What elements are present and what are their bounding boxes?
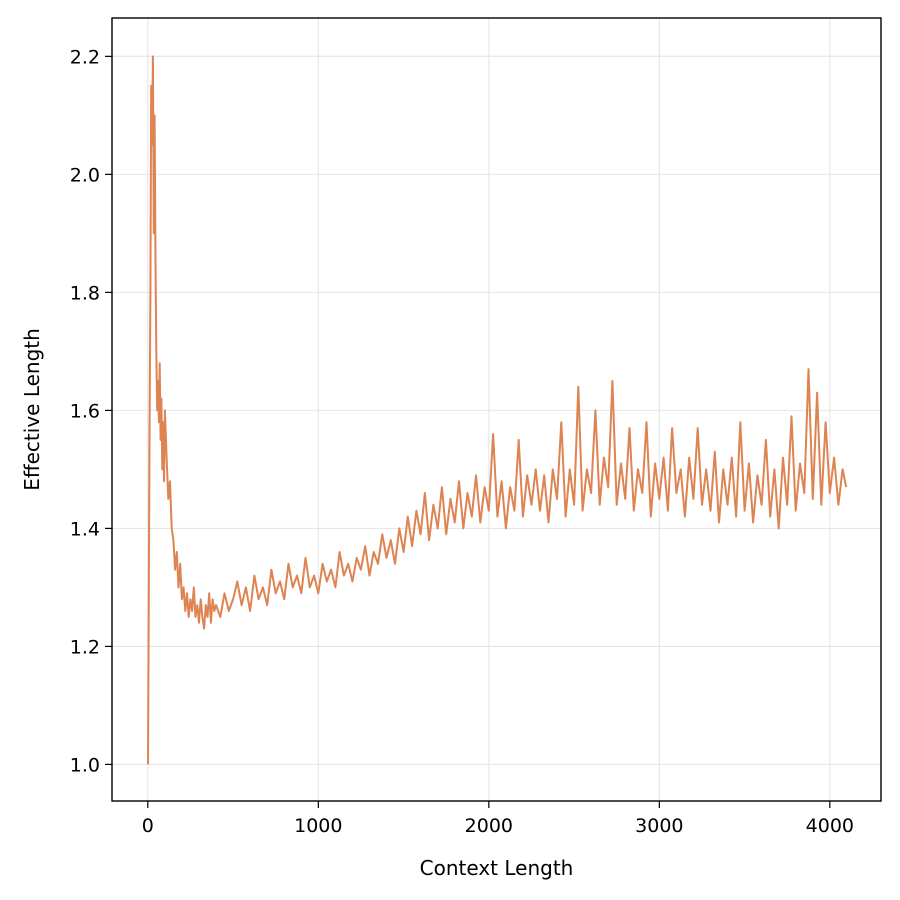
- y-axis-title: Effective Length: [20, 328, 44, 491]
- y-tick-label: 1.6: [70, 400, 100, 422]
- axis-ticks: 0 1000 2000 3000 4000 1.0 1.2 1.4 1.6 1.8 2.0 2.2: [70, 46, 854, 837]
- series-line-group: [147, 55, 848, 765]
- y-tick-label: 2.2: [70, 46, 100, 68]
- x-axis-title: Context Length: [420, 856, 574, 880]
- x-tick-label: 3000: [635, 815, 683, 837]
- x-tick-label: 1000: [294, 815, 342, 837]
- y-tick-label: 2.0: [70, 164, 100, 186]
- grid: [112, 18, 881, 801]
- x-tick-label: 2000: [465, 815, 513, 837]
- effective-length-line: [147, 55, 848, 765]
- x-tick-label: 4000: [806, 815, 854, 837]
- y-tick-label: 1.2: [70, 636, 100, 658]
- y-tick-label: 1.0: [70, 754, 100, 776]
- x-tick-label: 0: [142, 815, 154, 837]
- y-tick-label: 1.8: [70, 282, 100, 304]
- y-tick-label: 1.4: [70, 518, 100, 540]
- plot-frame: [111, 17, 882, 802]
